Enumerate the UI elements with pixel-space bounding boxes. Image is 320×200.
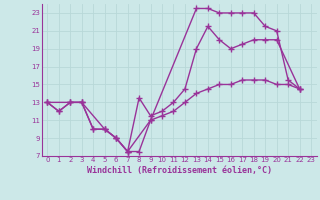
X-axis label: Windchill (Refroidissement éolien,°C): Windchill (Refroidissement éolien,°C) — [87, 166, 272, 175]
